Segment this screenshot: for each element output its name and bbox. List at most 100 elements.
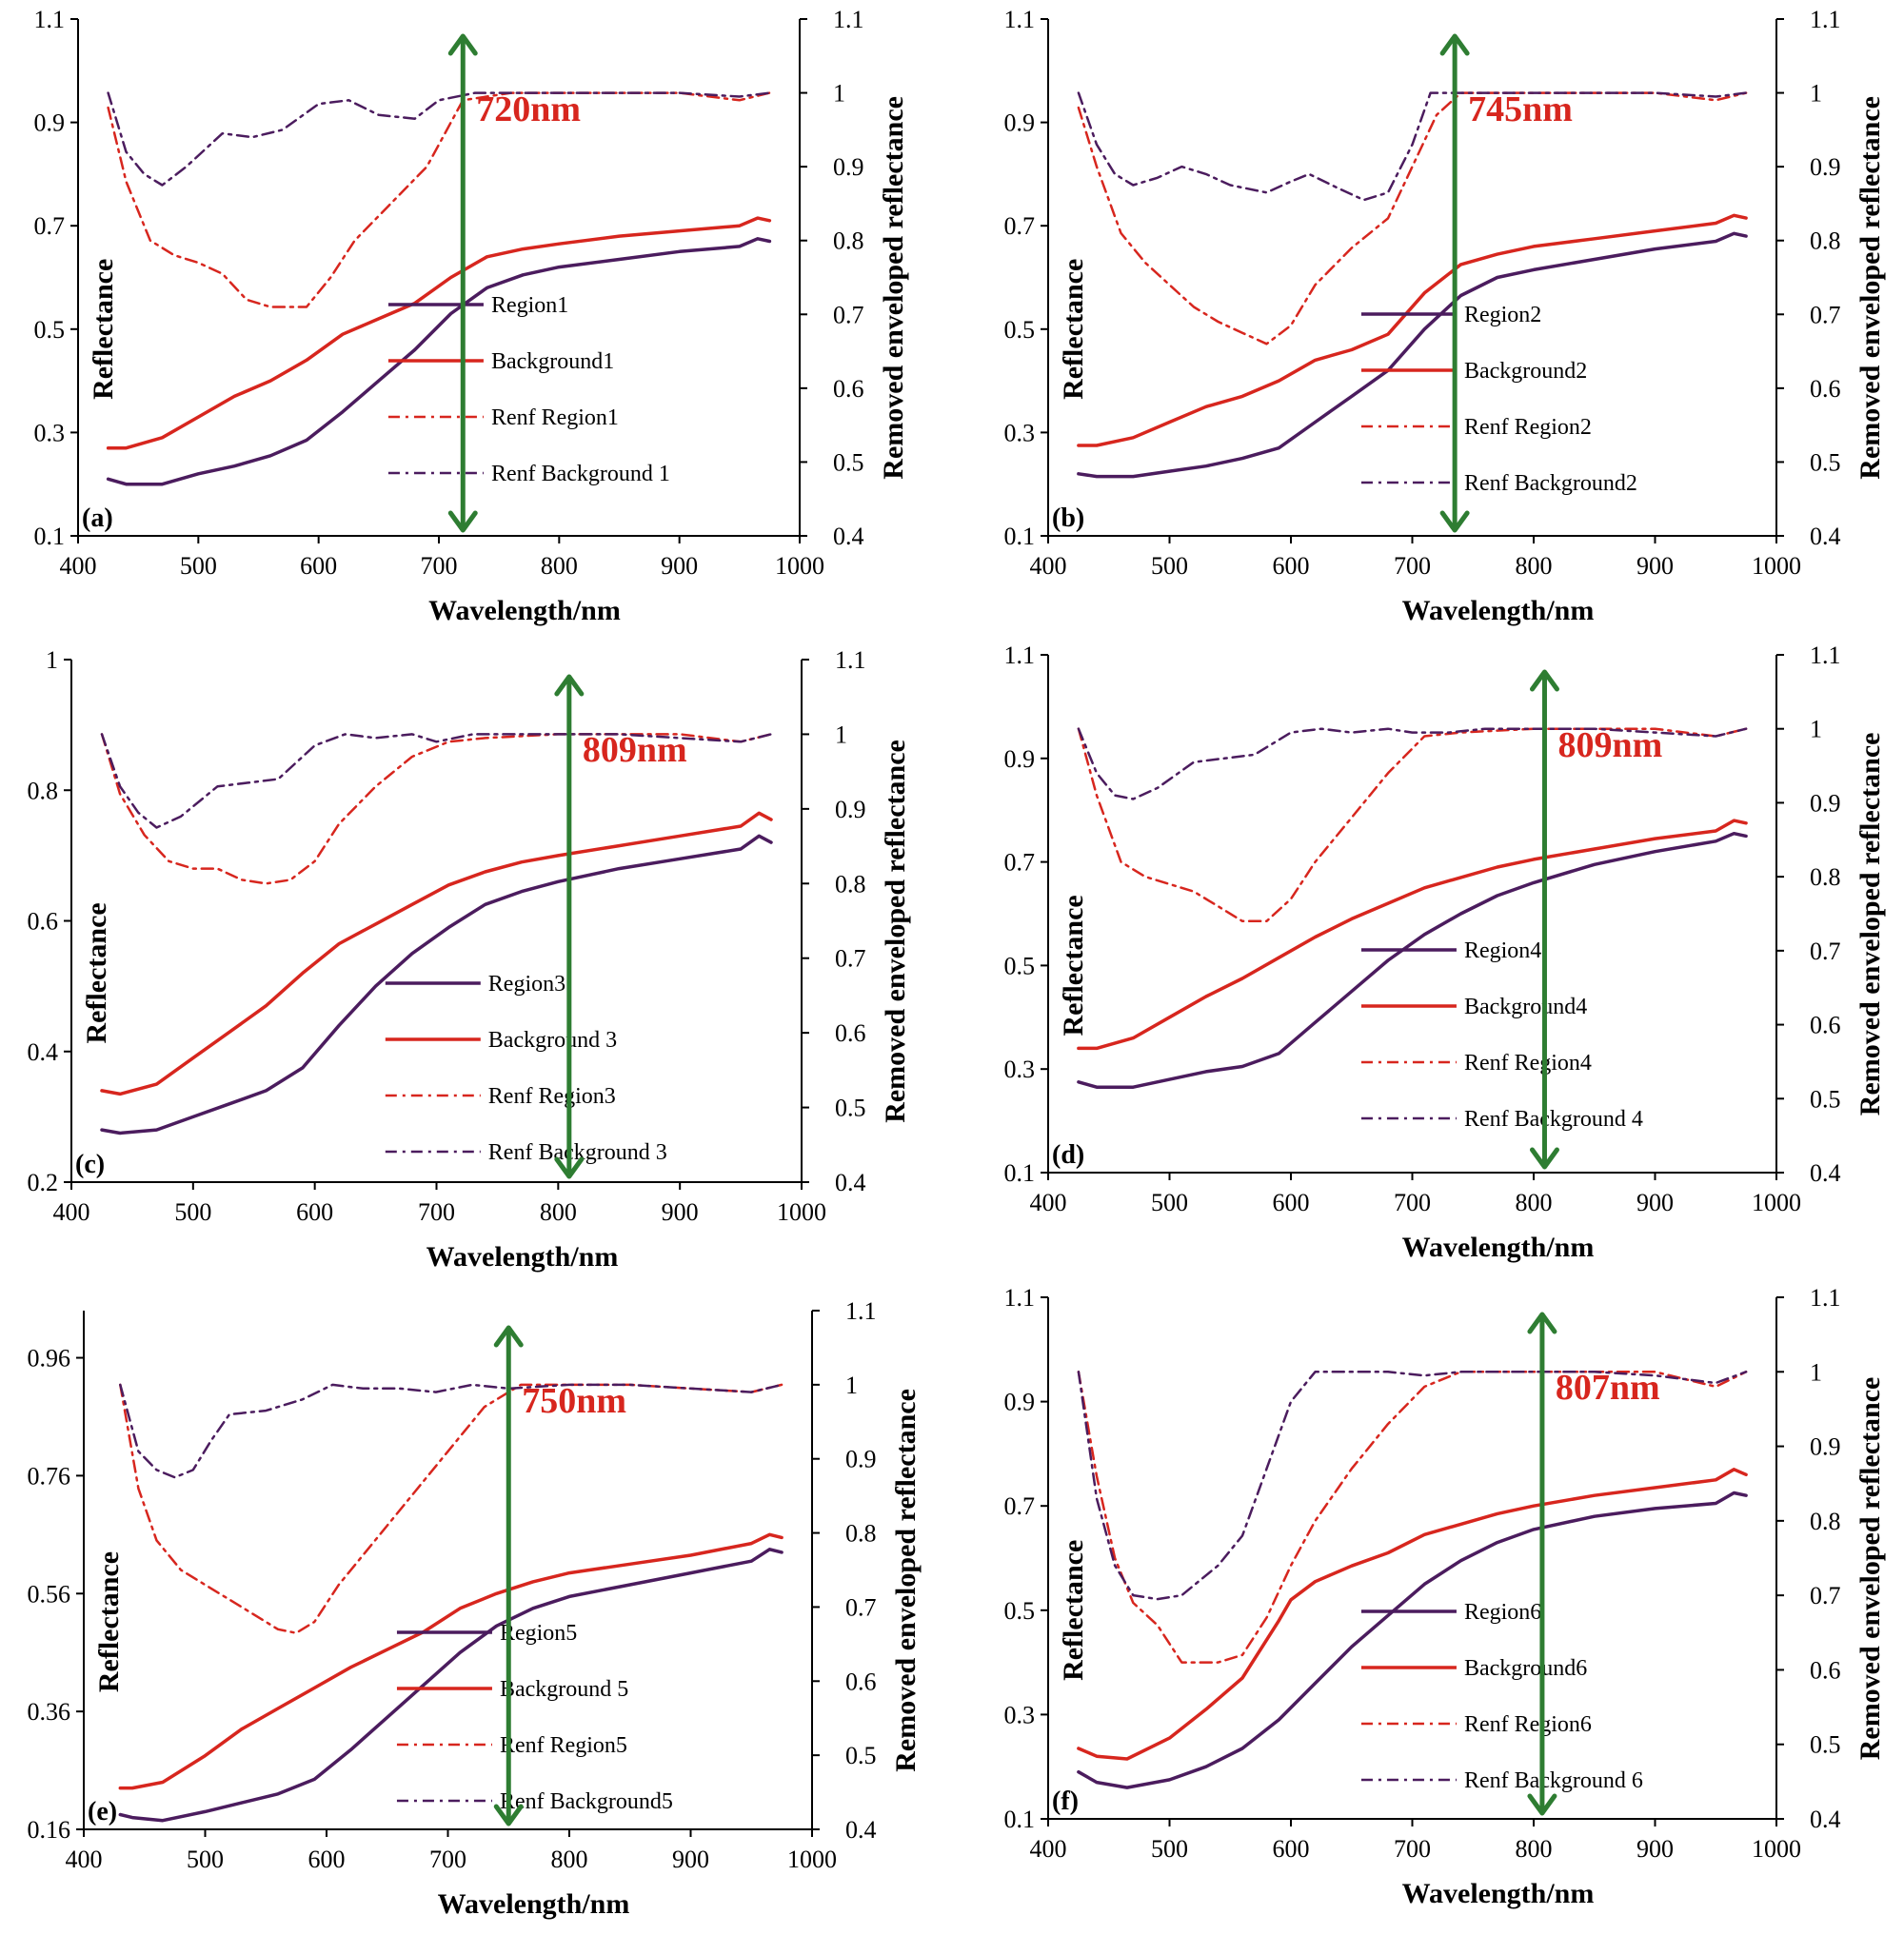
- series-line: [119, 1383, 783, 1479]
- legend-label: Background 3: [488, 1028, 617, 1053]
- x-tick-label: 700: [1394, 1189, 1431, 1216]
- y-tick-label: 0.3: [1004, 1701, 1036, 1728]
- series-line: [100, 834, 773, 1135]
- y2-axis-label: Removed enveloped reflectance: [1854, 1377, 1886, 1761]
- x-tick-label: 1000: [787, 1846, 837, 1873]
- legend-label: Renf Background5: [500, 1789, 673, 1814]
- panel-label: (d): [1052, 1140, 1084, 1170]
- series-line: [1077, 1468, 1748, 1761]
- x-tick-label: 1000: [777, 1198, 826, 1226]
- x-tick-label: 400: [53, 1198, 90, 1226]
- chart-panel: 400 500 600 700 800 900 1000 0.1 0.3 0.5 0.7 0.9 1.1…: [1004, 6, 1887, 626]
- x-tick-label: 700: [1394, 1835, 1431, 1863]
- y-tick-label: 0.7: [1004, 212, 1036, 240]
- x-tick-label: 800: [540, 1198, 577, 1226]
- x-tick-label: 1000: [1752, 552, 1801, 580]
- x-axis-label: Wavelength/nm: [428, 595, 621, 626]
- x-tick-label: 800: [551, 1846, 588, 1873]
- panel-label: (f): [1052, 1787, 1079, 1816]
- y-tick-label: 0.7: [34, 212, 66, 240]
- y2-tick-label: 0.9: [1810, 1433, 1841, 1461]
- x-tick-label: 600: [308, 1846, 346, 1873]
- x-tick-label: 500: [1151, 1835, 1188, 1863]
- y-tick-label: 1.1: [1004, 1284, 1036, 1312]
- y-axis-label: Reflectance: [1058, 1540, 1089, 1681]
- legend-label: Renf Background 1: [491, 462, 670, 486]
- y-tick-label: 0.9: [1004, 745, 1036, 773]
- y-tick-label: 0.4: [28, 1038, 59, 1066]
- legend-label: Region5: [500, 1621, 577, 1646]
- legend-label: Background1: [491, 349, 614, 374]
- legend-label: Renf Region5: [500, 1733, 627, 1758]
- x-tick-label: 1000: [775, 552, 824, 580]
- legend-label: Background2: [1464, 359, 1587, 384]
- series-line: [1077, 1491, 1748, 1789]
- y2-tick-label: 0.8: [835, 870, 866, 898]
- y-tick-label: 0.1: [1004, 1806, 1036, 1833]
- legend-label: Renf Background 4: [1464, 1107, 1643, 1132]
- y-tick-label: 0.5: [1004, 316, 1036, 344]
- y-tick-label: 0.5: [1004, 952, 1036, 979]
- y2-tick-label: 0.9: [835, 796, 866, 823]
- series-line: [118, 1548, 783, 1823]
- panel-label: (a): [82, 503, 113, 533]
- panel-label: (b): [1052, 503, 1084, 533]
- y2-tick-label: 0.5: [1810, 1085, 1841, 1113]
- legend-label: Region6: [1464, 1600, 1541, 1625]
- series-line: [106, 237, 772, 486]
- legend-label: Background 5: [500, 1677, 628, 1702]
- y-tick-label: 0.1: [34, 523, 66, 550]
- x-tick-label: 800: [1516, 1835, 1553, 1863]
- x-tick-label: 800: [1516, 552, 1553, 580]
- series-line: [1077, 819, 1748, 1051]
- legend-label: Renf Region4: [1464, 1051, 1592, 1076]
- chart-panel: 400 500 600 700 800 900 1000 0.16 0.36 0.56 0.76 0.…: [28, 1297, 922, 1920]
- y-tick-label: 0.16: [28, 1816, 71, 1844]
- marker-arrow-head-top: [1439, 33, 1470, 56]
- x-tick-label: 900: [1636, 1835, 1674, 1863]
- y2-tick-label: 1: [1810, 716, 1822, 743]
- y2-tick-label: 0.7: [1810, 1582, 1841, 1609]
- y2-axis-label: Removed enveloped reflectance: [1854, 733, 1886, 1116]
- legend-label: Renf Region2: [1464, 415, 1592, 440]
- y2-tick-label: 0.5: [1810, 1731, 1841, 1759]
- y-tick-label: 1.1: [1004, 642, 1036, 669]
- x-axis-label: Wavelength/nm: [1402, 1232, 1595, 1263]
- y2-tick-label: 0.8: [1810, 863, 1841, 891]
- x-tick-label: 400: [1030, 1189, 1067, 1216]
- y2-tick-label: 1.1: [1810, 6, 1841, 33]
- y2-tick-label: 0.7: [845, 1593, 877, 1621]
- x-tick-label: 900: [662, 1198, 699, 1226]
- x-tick-label: 500: [180, 552, 217, 580]
- x-axis-label: Wavelength/nm: [1402, 1878, 1595, 1909]
- x-tick-label: 400: [1030, 552, 1067, 580]
- y2-tick-label: 0.6: [1810, 1656, 1841, 1684]
- x-tick-label: 500: [174, 1198, 211, 1226]
- marker-arrow-head-top: [554, 674, 585, 697]
- y2-tick-label: 0.6: [845, 1668, 877, 1695]
- y-tick-label: 1.1: [34, 6, 66, 33]
- y-tick-label: 0.9: [1004, 1389, 1036, 1416]
- x-tick-label: 400: [1030, 1835, 1067, 1863]
- y2-axis-label: Removed enveloped reflectance: [1854, 96, 1886, 480]
- y-tick-label: 0.9: [1004, 109, 1036, 137]
- y2-tick-label: 1: [833, 80, 845, 108]
- marker-arrow-head-top: [1527, 1312, 1557, 1334]
- y-axis-label: Reflectance: [88, 259, 119, 400]
- y-tick-label: 0.96: [28, 1345, 71, 1372]
- y-tick-label: 0.3: [34, 419, 66, 446]
- chart-panel: 400 500 600 700 800 900 1000 0.1 0.3 0.5 0.7 0.9 1.1…: [34, 6, 910, 626]
- series-line: [1077, 1371, 1748, 1601]
- wavelength-annotation: 807nm: [1556, 1368, 1660, 1408]
- series-line: [1077, 1371, 1748, 1664]
- y-axis-label: Reflectance: [81, 902, 112, 1043]
- legend-label: Region1: [491, 293, 568, 318]
- y-tick-label: 1: [46, 646, 58, 674]
- x-tick-label: 800: [541, 552, 578, 580]
- x-tick-label: 600: [1273, 1189, 1310, 1216]
- chart-panel: 400 500 600 700 800 900 1000 0.2 0.4 0.6 0.8 1 0.4 0.…: [28, 646, 912, 1273]
- y2-tick-label: 0.9: [845, 1446, 877, 1473]
- x-tick-label: 400: [66, 1846, 103, 1873]
- y-tick-label: 0.5: [1004, 1597, 1036, 1625]
- panel-label: (c): [75, 1150, 105, 1179]
